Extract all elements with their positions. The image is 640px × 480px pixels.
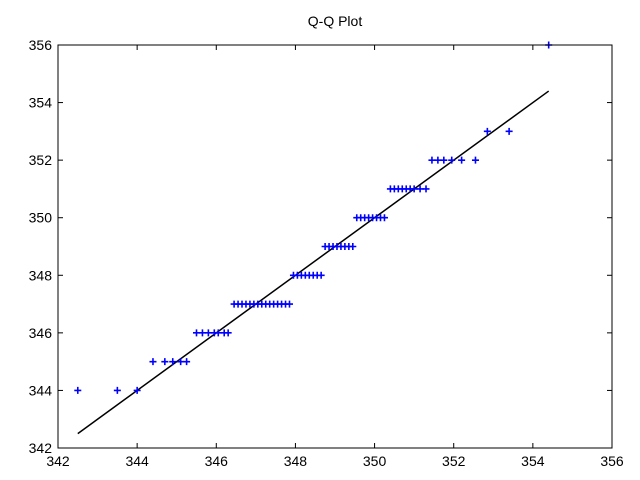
reference-line-layer: [77, 90, 550, 435]
x-tick-label: 342: [46, 453, 70, 469]
data-point-marker: [483, 127, 491, 135]
x-tick-label: 346: [205, 453, 229, 469]
x-tick-label: 344: [125, 453, 149, 469]
x-tick-label: 350: [363, 453, 387, 469]
data-point-marker: [177, 358, 185, 366]
data-point-marker: [448, 156, 456, 164]
x-tick-label: 348: [284, 453, 308, 469]
data-point-marker: [149, 358, 157, 366]
x-tick-label: 356: [600, 453, 624, 469]
y-tick-label: 352: [29, 152, 53, 168]
data-point-marker: [169, 358, 177, 366]
data-point-marker: [410, 185, 418, 193]
y-tick-label: 342: [29, 440, 53, 456]
x-tick-label: 354: [521, 453, 545, 469]
chart-title: Q-Q Plot: [308, 13, 363, 29]
data-point-marker: [440, 156, 448, 164]
plot-frame: [57, 44, 613, 449]
y-axis: 342 344 346 348 350 352 354 356: [29, 37, 612, 456]
data-point-marker: [458, 156, 466, 164]
data-point-marker: [505, 127, 513, 135]
data-point-marker: [434, 156, 442, 164]
data-point-marker: [285, 300, 293, 308]
data-point-marker: [416, 185, 424, 193]
data-point-marker: [113, 386, 121, 394]
data-point-marker: [224, 329, 232, 337]
x-axis: 342 344 346 348 350 352 354 356: [46, 45, 624, 469]
y-tick-label: 344: [29, 382, 53, 398]
data-point-marker: [349, 243, 357, 250]
data-point-marker: [380, 214, 388, 222]
data-point-marker: [471, 156, 479, 164]
y-tick-label: 350: [29, 210, 53, 226]
y-tick-label: 348: [29, 267, 53, 283]
x-tick-label: 352: [442, 453, 466, 469]
data-point-marker: [422, 185, 430, 193]
data-point-marker: [74, 386, 82, 394]
data-point-marker: [214, 329, 222, 337]
data-point-marker: [183, 358, 191, 366]
data-point-marker: [198, 329, 206, 337]
data-point-marker: [133, 386, 141, 394]
y-tick-label: 354: [29, 95, 53, 111]
data-point-marker: [317, 271, 325, 279]
data-point-marker: [193, 329, 200, 337]
data-point-marker: [204, 329, 212, 337]
reference-line: [77, 90, 550, 435]
data-point-marker: [428, 156, 436, 164]
y-tick-label: 346: [29, 325, 53, 341]
data-point-marker: [161, 358, 169, 366]
data-points-layer: [74, 41, 553, 394]
y-tick-label: 356: [29, 37, 53, 53]
